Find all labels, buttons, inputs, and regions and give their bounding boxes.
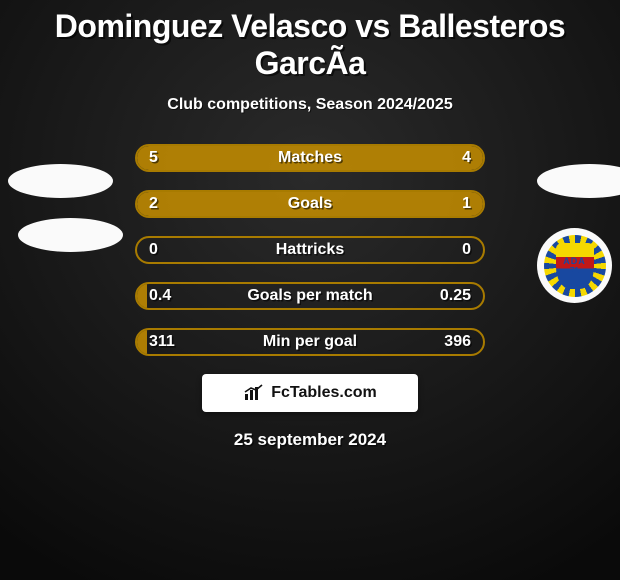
stat-row: 21Goals — [135, 190, 485, 218]
stat-label: Min per goal — [137, 330, 483, 354]
source-badge: FcTables.com — [202, 374, 418, 412]
page-title: Dominguez Velasco vs Ballesteros GarcÃ­a — [0, 0, 620, 82]
player-right-club-crest: ADA 71 — [537, 228, 612, 303]
stat-label: Goals per match — [137, 284, 483, 308]
source-badge-text: FcTables.com — [271, 384, 377, 402]
chart-icon — [243, 384, 265, 402]
stat-row: 311396Min per goal — [135, 328, 485, 356]
stat-row: 00Hattricks — [135, 236, 485, 264]
player-left-photo-placeholder-2 — [18, 218, 123, 252]
stat-label: Goals — [137, 192, 483, 216]
crest-text-bottom: 71 — [570, 266, 579, 275]
stats-block: ADA 71 54Matches 21Goals 00Hattricks 0.40.2… — [0, 144, 620, 356]
crest-text-top: ADA — [563, 256, 586, 266]
date-text: 25 september 2024 — [0, 430, 620, 450]
stat-row: 0.40.25Goals per match — [135, 282, 485, 310]
stat-row: 54Matches — [135, 144, 485, 172]
stat-label: Matches — [137, 146, 483, 170]
stat-label: Hattricks — [137, 238, 483, 262]
subtitle: Club competitions, Season 2024/2025 — [0, 96, 620, 114]
player-left-photo-placeholder-1 — [8, 164, 113, 198]
